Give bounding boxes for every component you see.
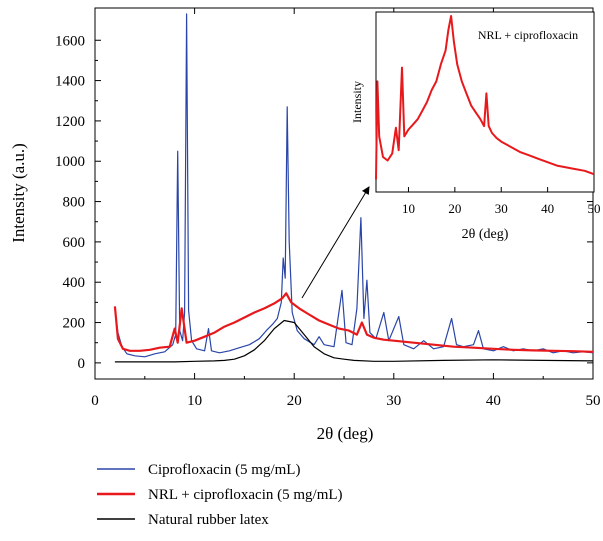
y-tick-label: 600 <box>63 235 86 251</box>
main-x-axis-label: 2θ (deg) <box>317 424 374 443</box>
legend-label: Natural rubber latex <box>148 512 269 528</box>
inset-x-axis-label: 2θ (deg) <box>462 227 509 242</box>
inset-x-tick-label: 30 <box>495 201 508 216</box>
main-y-axis-ticks: 0 200 400 600 800 1000 1200 1400 1600 <box>55 33 593 372</box>
legend-label: NRL + ciprofloxacin (5 mg/mL) <box>148 487 343 503</box>
inset-series-line <box>375 15 595 180</box>
inset-pointer-arrow <box>301 186 370 299</box>
main-x-axis-ticks: 0 10 20 30 40 50 <box>91 8 601 409</box>
x-tick-label: 0 <box>91 393 99 409</box>
series-line-1 <box>113 292 594 353</box>
inset-title: NRL + ciprofloxacin <box>478 28 578 42</box>
inset-x-axis-ticks: 10 20 30 40 50 <box>402 187 601 216</box>
x-tick-label: 50 <box>586 393 601 409</box>
inset-series-group <box>375 15 595 180</box>
x-tick-label: 40 <box>486 393 501 409</box>
series-line-0 <box>114 13 594 358</box>
y-tick-label: 200 <box>63 316 86 332</box>
y-tick-label: 400 <box>63 275 86 291</box>
legend: Ciprofloxacin (5 mg/mL) NRL + ciprofloxac… <box>97 462 343 528</box>
inset-y-axis-label: Intensity <box>350 81 364 123</box>
y-tick-label: 0 <box>78 356 86 372</box>
y-tick-label: 1200 <box>55 114 85 130</box>
inset-x-tick-label: 40 <box>541 201 554 216</box>
inset-x-tick-label: 20 <box>448 201 461 216</box>
x-tick-label: 30 <box>386 393 401 409</box>
x-tick-label: 20 <box>287 393 302 409</box>
inset-x-tick-label: 10 <box>402 201 415 216</box>
main-y-axis-label: Intensity (a.u.) <box>9 143 28 243</box>
series-line-2 <box>114 319 594 363</box>
x-tick-label: 10 <box>187 393 202 409</box>
y-tick-label: 1600 <box>55 33 85 49</box>
main-series-group <box>113 13 594 363</box>
y-tick-label: 1000 <box>55 154 85 170</box>
y-tick-label: 1400 <box>55 74 85 90</box>
y-tick-label: 800 <box>63 195 86 211</box>
legend-label: Ciprofloxacin (5 mg/mL) <box>148 462 300 478</box>
inset-x-tick-label: 50 <box>588 201 601 216</box>
